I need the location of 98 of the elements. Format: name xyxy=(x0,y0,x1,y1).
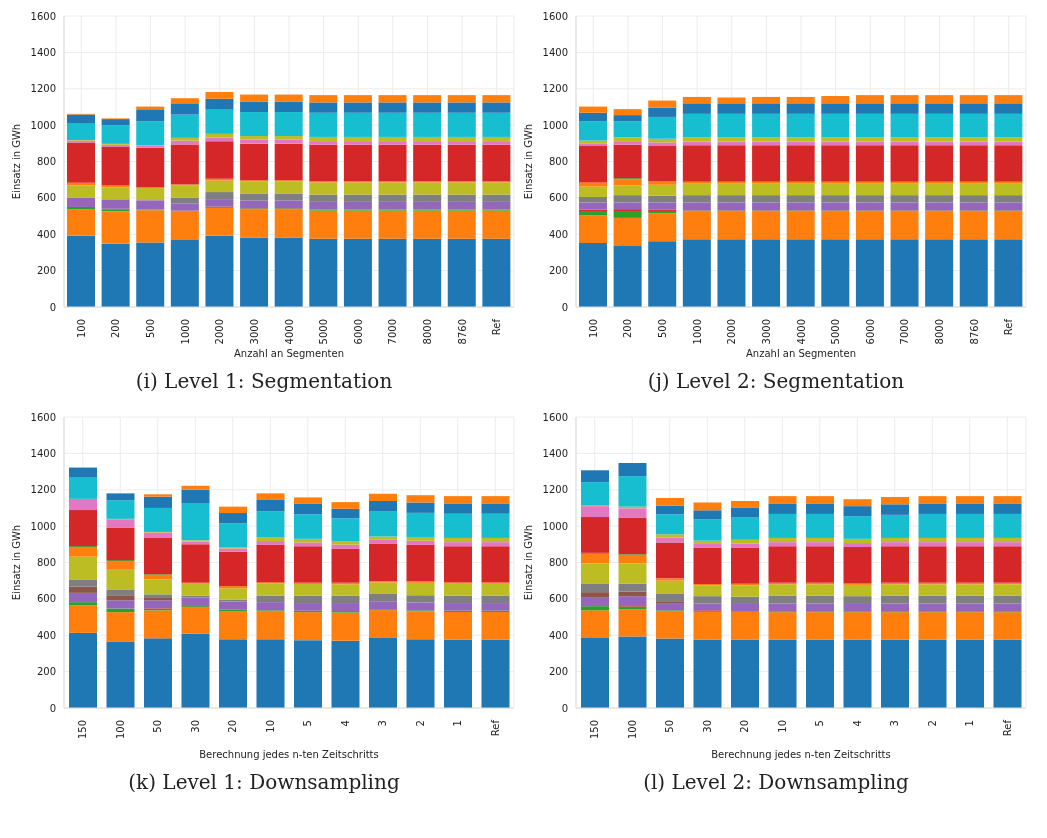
y-tick-label: 600 xyxy=(548,192,568,204)
x-tick-label: 200 xyxy=(622,319,634,339)
x-tick-label: Ref xyxy=(1003,318,1015,336)
x-tick-label: 8760 xyxy=(968,319,980,345)
y-tick-label: 800 xyxy=(36,557,56,569)
x-tick-label: 500 xyxy=(145,319,157,339)
x-tick-label: 20 xyxy=(227,720,239,733)
x-tick-label: 100 xyxy=(114,720,126,740)
y-tick-label: 1000 xyxy=(542,520,568,532)
x-tick-label: 30 xyxy=(189,720,201,733)
x-tick-label: 3 xyxy=(889,720,901,727)
x-tick-label: Ref xyxy=(1001,719,1013,737)
x-tick-label: 5000 xyxy=(318,319,330,345)
text: (j) Level 2: Segmentation xyxy=(646,369,906,395)
x-tick-label: 4000 xyxy=(795,319,807,345)
x-tick-label: 7000 xyxy=(899,319,911,345)
x-axis-title: Berechnung jedes n-ten Zeitschritts xyxy=(711,749,891,760)
x-tick-label: 1 xyxy=(964,720,976,727)
y-tick-label: 1200 xyxy=(542,484,568,496)
x-tick-label: 10 xyxy=(264,720,276,733)
x-tick-label: 6000 xyxy=(864,319,876,345)
y-tick-label: 0 xyxy=(49,301,56,313)
x-tick-label: 10 xyxy=(776,720,788,733)
x-tick-label: 3 xyxy=(377,720,389,727)
y-tick-label: 400 xyxy=(36,629,56,641)
y-tick-label: 200 xyxy=(548,265,568,277)
y-tick-label: 400 xyxy=(548,629,568,641)
x-tick-label: 1000 xyxy=(691,319,703,345)
y-tick-label: 1600 xyxy=(30,411,56,423)
x-tick-label: 7000 xyxy=(387,319,399,345)
y-tick-label: 1000 xyxy=(30,119,56,131)
x-tick-label: 3000 xyxy=(248,319,260,345)
y-axis-title: Einsatz in GWh xyxy=(10,524,22,601)
y-tick-label: 400 xyxy=(548,228,568,240)
x-tick-label: 200 xyxy=(110,319,122,339)
y-tick-label: 1000 xyxy=(30,520,56,532)
y-tick-label: 1400 xyxy=(542,447,568,459)
x-tick-label: Ref xyxy=(491,318,503,336)
y-tick-label: 1600 xyxy=(542,411,568,423)
y-tick-label: 1400 xyxy=(30,447,56,459)
y-tick-label: 800 xyxy=(36,156,56,168)
x-tick-label: 5 xyxy=(814,720,826,727)
x-tick-label: 150 xyxy=(589,720,601,740)
y-tick-label: 600 xyxy=(36,192,56,204)
y-axis-title: Einsatz in GWh xyxy=(522,524,534,601)
x-tick-label: 6000 xyxy=(352,319,364,345)
x-tick-label: 3000 xyxy=(760,319,772,345)
y-tick-label: 1200 xyxy=(30,83,56,95)
x-tick-label: 1 xyxy=(452,720,464,727)
text: (l) Level 2: Downsampling xyxy=(642,770,910,796)
x-axis-title: Berechnung jedes n-ten Zeitschritts xyxy=(199,749,379,760)
y-tick-label: 1200 xyxy=(542,83,568,95)
y-tick-label: 200 xyxy=(548,666,568,678)
y-tick-label: 1600 xyxy=(30,10,56,22)
x-tick-label: 8000 xyxy=(421,319,433,345)
x-tick-label: 500 xyxy=(657,319,669,339)
y-tick-label: 800 xyxy=(548,156,568,168)
text: (k) Level 1: Downsampling xyxy=(127,770,401,796)
x-tick-label: Ref xyxy=(489,719,501,737)
x-tick-label: 30 xyxy=(701,720,713,733)
x-tick-label: 2 xyxy=(926,720,938,727)
x-tick-label: 4000 xyxy=(283,319,295,345)
y-tick-label: 0 xyxy=(561,702,568,714)
x-tick-label: 2000 xyxy=(726,319,738,345)
x-axis-title: Anzahl an Segmenten xyxy=(746,348,856,359)
x-tick-label: 100 xyxy=(75,319,87,339)
x-tick-label: 8000 xyxy=(933,319,945,345)
y-tick-label: 1400 xyxy=(30,46,56,58)
y-tick-label: 1000 xyxy=(542,119,568,131)
x-tick-label: 50 xyxy=(152,720,164,733)
text: (i) Level 1: Segmentation xyxy=(134,369,394,395)
x-tick-label: 20 xyxy=(739,720,751,733)
y-tick-label: 600 xyxy=(36,593,56,605)
y-tick-label: 1600 xyxy=(542,10,568,22)
y-axis-title: Einsatz in GWh xyxy=(10,123,22,200)
x-tick-label: 2000 xyxy=(214,319,226,345)
x-tick-label: 100 xyxy=(587,319,599,339)
x-tick-label: 5 xyxy=(302,720,314,727)
x-tick-label: 4 xyxy=(851,720,863,727)
y-tick-label: 1400 xyxy=(542,46,568,58)
y-axis-title: Einsatz in GWh xyxy=(522,123,534,200)
x-tick-label: 8760 xyxy=(456,319,468,345)
y-tick-label: 1200 xyxy=(30,484,56,496)
x-tick-label: 50 xyxy=(664,720,676,733)
x-tick-label: 2 xyxy=(414,720,426,727)
y-tick-label: 800 xyxy=(548,557,568,569)
x-tick-label: 4 xyxy=(339,720,351,727)
x-tick-label: 5000 xyxy=(830,319,842,345)
y-tick-label: 200 xyxy=(36,265,56,277)
y-tick-label: 200 xyxy=(36,666,56,678)
x-tick-label: 150 xyxy=(77,720,89,740)
x-tick-label: 1000 xyxy=(179,319,191,345)
y-tick-label: 600 xyxy=(548,593,568,605)
y-tick-label: 0 xyxy=(561,301,568,313)
y-tick-label: 0 xyxy=(49,702,56,714)
x-axis-title: Anzahl an Segmenten xyxy=(234,348,344,359)
y-tick-label: 400 xyxy=(36,228,56,240)
x-tick-label: 100 xyxy=(626,720,638,740)
